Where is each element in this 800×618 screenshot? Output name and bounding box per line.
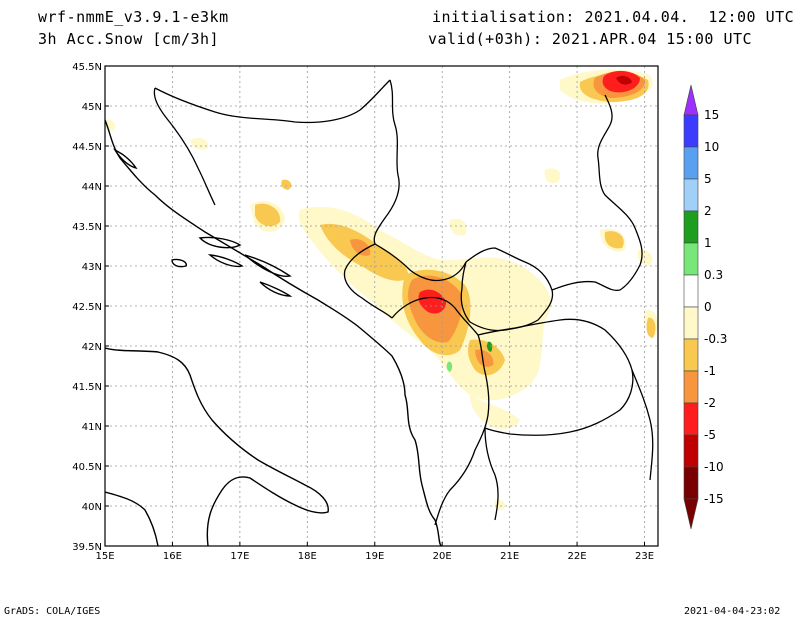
colorbar-arrow-bottom <box>683 498 699 530</box>
colorbar-label: -0.3 <box>704 332 727 346</box>
lat-label: 42N <box>82 342 102 353</box>
colorbar-segment <box>683 114 699 148</box>
lon-label: 19E <box>365 551 384 562</box>
lon-label: 21E <box>500 551 519 562</box>
colorbar-segment <box>683 338 699 372</box>
colorbar-segment <box>683 370 699 404</box>
lat-label: 44N <box>82 182 102 193</box>
lat-label: 45N <box>82 102 102 113</box>
init-time: initialisation: 2021.04.04. 12:00 UTC <box>432 8 795 26</box>
colorbar-label: -5 <box>704 428 716 442</box>
lat-label: 41.5N <box>72 382 102 393</box>
lat-label: 44.5N <box>72 142 102 153</box>
lon-label: 15E <box>95 551 114 562</box>
colorbar-segment <box>683 434 699 468</box>
colorbar-label: -2 <box>704 396 716 410</box>
axis-ticks: 15E 16E 17E 18E 19E 20E 21E 22E 23E 45.5N 45N 44.5N… <box>72 62 654 562</box>
colorbar-label: 0 <box>704 300 712 314</box>
lat-label: 45.5N <box>72 62 102 73</box>
lat-label: 42.5N <box>72 302 102 313</box>
lon-label: 16E <box>163 551 182 562</box>
lon-label: 23E <box>635 551 654 562</box>
field-title: 3h Acc.Snow [cm/3h] <box>38 30 220 48</box>
colorbar-segment <box>683 178 699 212</box>
lon-label: 18E <box>298 551 317 562</box>
colorbar-label: -10 <box>704 460 724 474</box>
colorbar-label: 15 <box>704 108 719 122</box>
colorbar-segment <box>683 242 699 276</box>
lat-label: 41N <box>82 422 102 433</box>
lat-label: 43.5N <box>72 222 102 233</box>
lat-label: 43N <box>82 262 102 273</box>
colorbar-label: 5 <box>704 172 712 186</box>
lon-label: 20E <box>433 551 452 562</box>
valid-time: valid(+03h): 2021.APR.04 15:00 UTC <box>428 30 753 48</box>
colorbar-label: 1 <box>704 236 712 250</box>
colorbar-label: 10 <box>704 140 719 154</box>
coastlines <box>105 119 443 546</box>
lat-label: 40.5N <box>72 462 102 473</box>
colorbar-segment <box>683 466 699 500</box>
lon-label: 22E <box>568 551 587 562</box>
footer-credit: GrADS: COLA/IGES <box>4 606 101 617</box>
colorbar-segment <box>683 274 699 308</box>
colorbar-segment <box>683 306 699 340</box>
colorbar-label: 2 <box>704 204 712 218</box>
colorbar-segment <box>683 146 699 180</box>
colorbar-segment <box>683 402 699 436</box>
borders <box>153 79 654 526</box>
colorbar-segment <box>683 210 699 244</box>
colorbar: 15 10 5 2 1 0.3 0 -0.3 -1 -2 -5 -10 -15 <box>683 84 727 530</box>
colorbar-label: -1 <box>704 364 716 378</box>
snow-field <box>105 69 658 511</box>
model-title: wrf-nmmE_v3.9.1-e3km <box>38 8 229 26</box>
grid-lines <box>105 66 658 546</box>
lat-label: 39.5N <box>72 542 102 553</box>
colorbar-label: 0.3 <box>704 268 723 282</box>
colorbar-arrow-top <box>683 84 699 116</box>
lat-label: 40N <box>82 502 102 513</box>
colorbar-label: -15 <box>704 492 724 506</box>
footer-timestamp: 2021-04-04-23:02 <box>684 606 781 617</box>
lon-label: 17E <box>230 551 249 562</box>
